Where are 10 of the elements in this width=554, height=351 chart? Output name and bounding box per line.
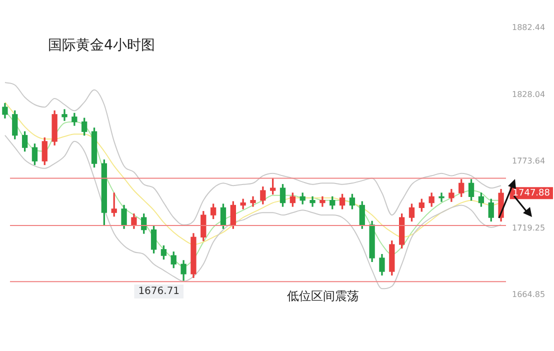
y-tick-label: 1882.44 <box>512 23 546 32</box>
text: 1747.88 <box>512 188 550 198</box>
y-tick-label: 1719.25 <box>512 223 546 232</box>
annotation: 1676.71 <box>138 286 180 298</box>
line-series <box>4 82 502 226</box>
annotation: 低位区间震荡 <box>287 289 359 304</box>
y-tick-label: 1773.64 <box>512 156 546 166</box>
text: 国际黄金4小时图 <box>48 38 155 54</box>
y-tick-label: 1828.04 <box>512 90 546 99</box>
y-tick-label: 1664.85 <box>512 290 546 300</box>
